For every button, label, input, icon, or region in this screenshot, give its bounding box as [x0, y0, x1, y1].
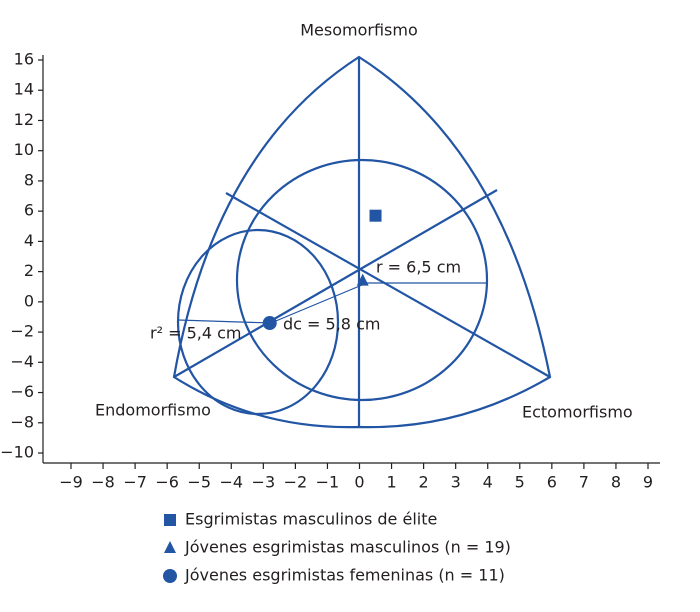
x-tick-label: 6: [547, 473, 557, 492]
point: [369, 209, 382, 222]
x-tick-label: 0: [354, 473, 364, 492]
y-tick-label: 8: [24, 170, 34, 189]
x-tick-label: −8: [91, 473, 115, 492]
y-tick-label: 12: [14, 110, 34, 129]
x-tick-label: −9: [59, 473, 83, 492]
annotation: r² = 5,4 cm: [150, 324, 241, 343]
big-circle: [235, 158, 489, 402]
x-tick-label: −7: [123, 473, 147, 492]
y-tick-label: −10: [0, 443, 34, 462]
y-tick-label: 2: [24, 261, 34, 280]
x-tick-label: 1: [386, 473, 396, 492]
outer-triangle: [172, 55, 552, 429]
y-tick-label: 4: [24, 231, 34, 250]
y-tick-label: −2: [10, 322, 34, 341]
x-tick-label: 3: [451, 473, 461, 492]
legend-marker: [163, 569, 177, 583]
legend-label: Esgrimistas masculinos de élite: [185, 510, 437, 529]
x-tick-label: 4: [483, 473, 493, 492]
endo-axis: [173, 189, 498, 378]
legend-label: Jóvenes esgrimistas masculinos (n = 19): [184, 538, 511, 557]
ecto-axis: [225, 192, 551, 378]
point: [262, 316, 277, 331]
radius2-line: [177, 319, 272, 324]
x-tick-label: −2: [284, 473, 308, 492]
x-tick-label: −1: [316, 473, 340, 492]
annotation: r = 6,5 cm: [376, 258, 461, 277]
y-tick-label: 16: [14, 50, 34, 69]
point: [356, 273, 369, 286]
x-tick-label: −5: [187, 473, 211, 492]
small-circle: [176, 228, 340, 416]
y-tick-label: −4: [10, 352, 34, 371]
annotation: dc = 5,8 cm: [283, 315, 380, 334]
x-tick-label: 8: [611, 473, 621, 492]
annotation: Endomorfismo: [95, 401, 211, 420]
x-tick-label: −3: [252, 473, 276, 492]
somatochart-frame: [172, 55, 552, 429]
chart-title: Mesomorfismo: [300, 21, 418, 40]
x-tick-label: 9: [643, 473, 653, 492]
x-tick-label: 2: [419, 473, 429, 492]
x-tick-label: −6: [155, 473, 179, 492]
y-tick-label: −8: [10, 412, 34, 431]
y-tick-label: 6: [24, 201, 34, 220]
annotation: Ectomorfismo: [522, 403, 633, 422]
y-tick-label: 14: [14, 80, 34, 99]
legend-label: Jóvenes esgrimistas femeninas (n = 11): [184, 566, 505, 585]
x-tick-label: 7: [579, 473, 589, 492]
legend-marker: [164, 541, 176, 553]
x-tick-label: 5: [515, 473, 525, 492]
y-tick-label: −6: [10, 382, 34, 401]
legend-marker: [164, 514, 176, 526]
dc-line: [270, 284, 363, 324]
x-tick-label: −4: [219, 473, 243, 492]
y-tick-label: 0: [24, 291, 34, 310]
y-tick-label: 10: [14, 140, 34, 159]
